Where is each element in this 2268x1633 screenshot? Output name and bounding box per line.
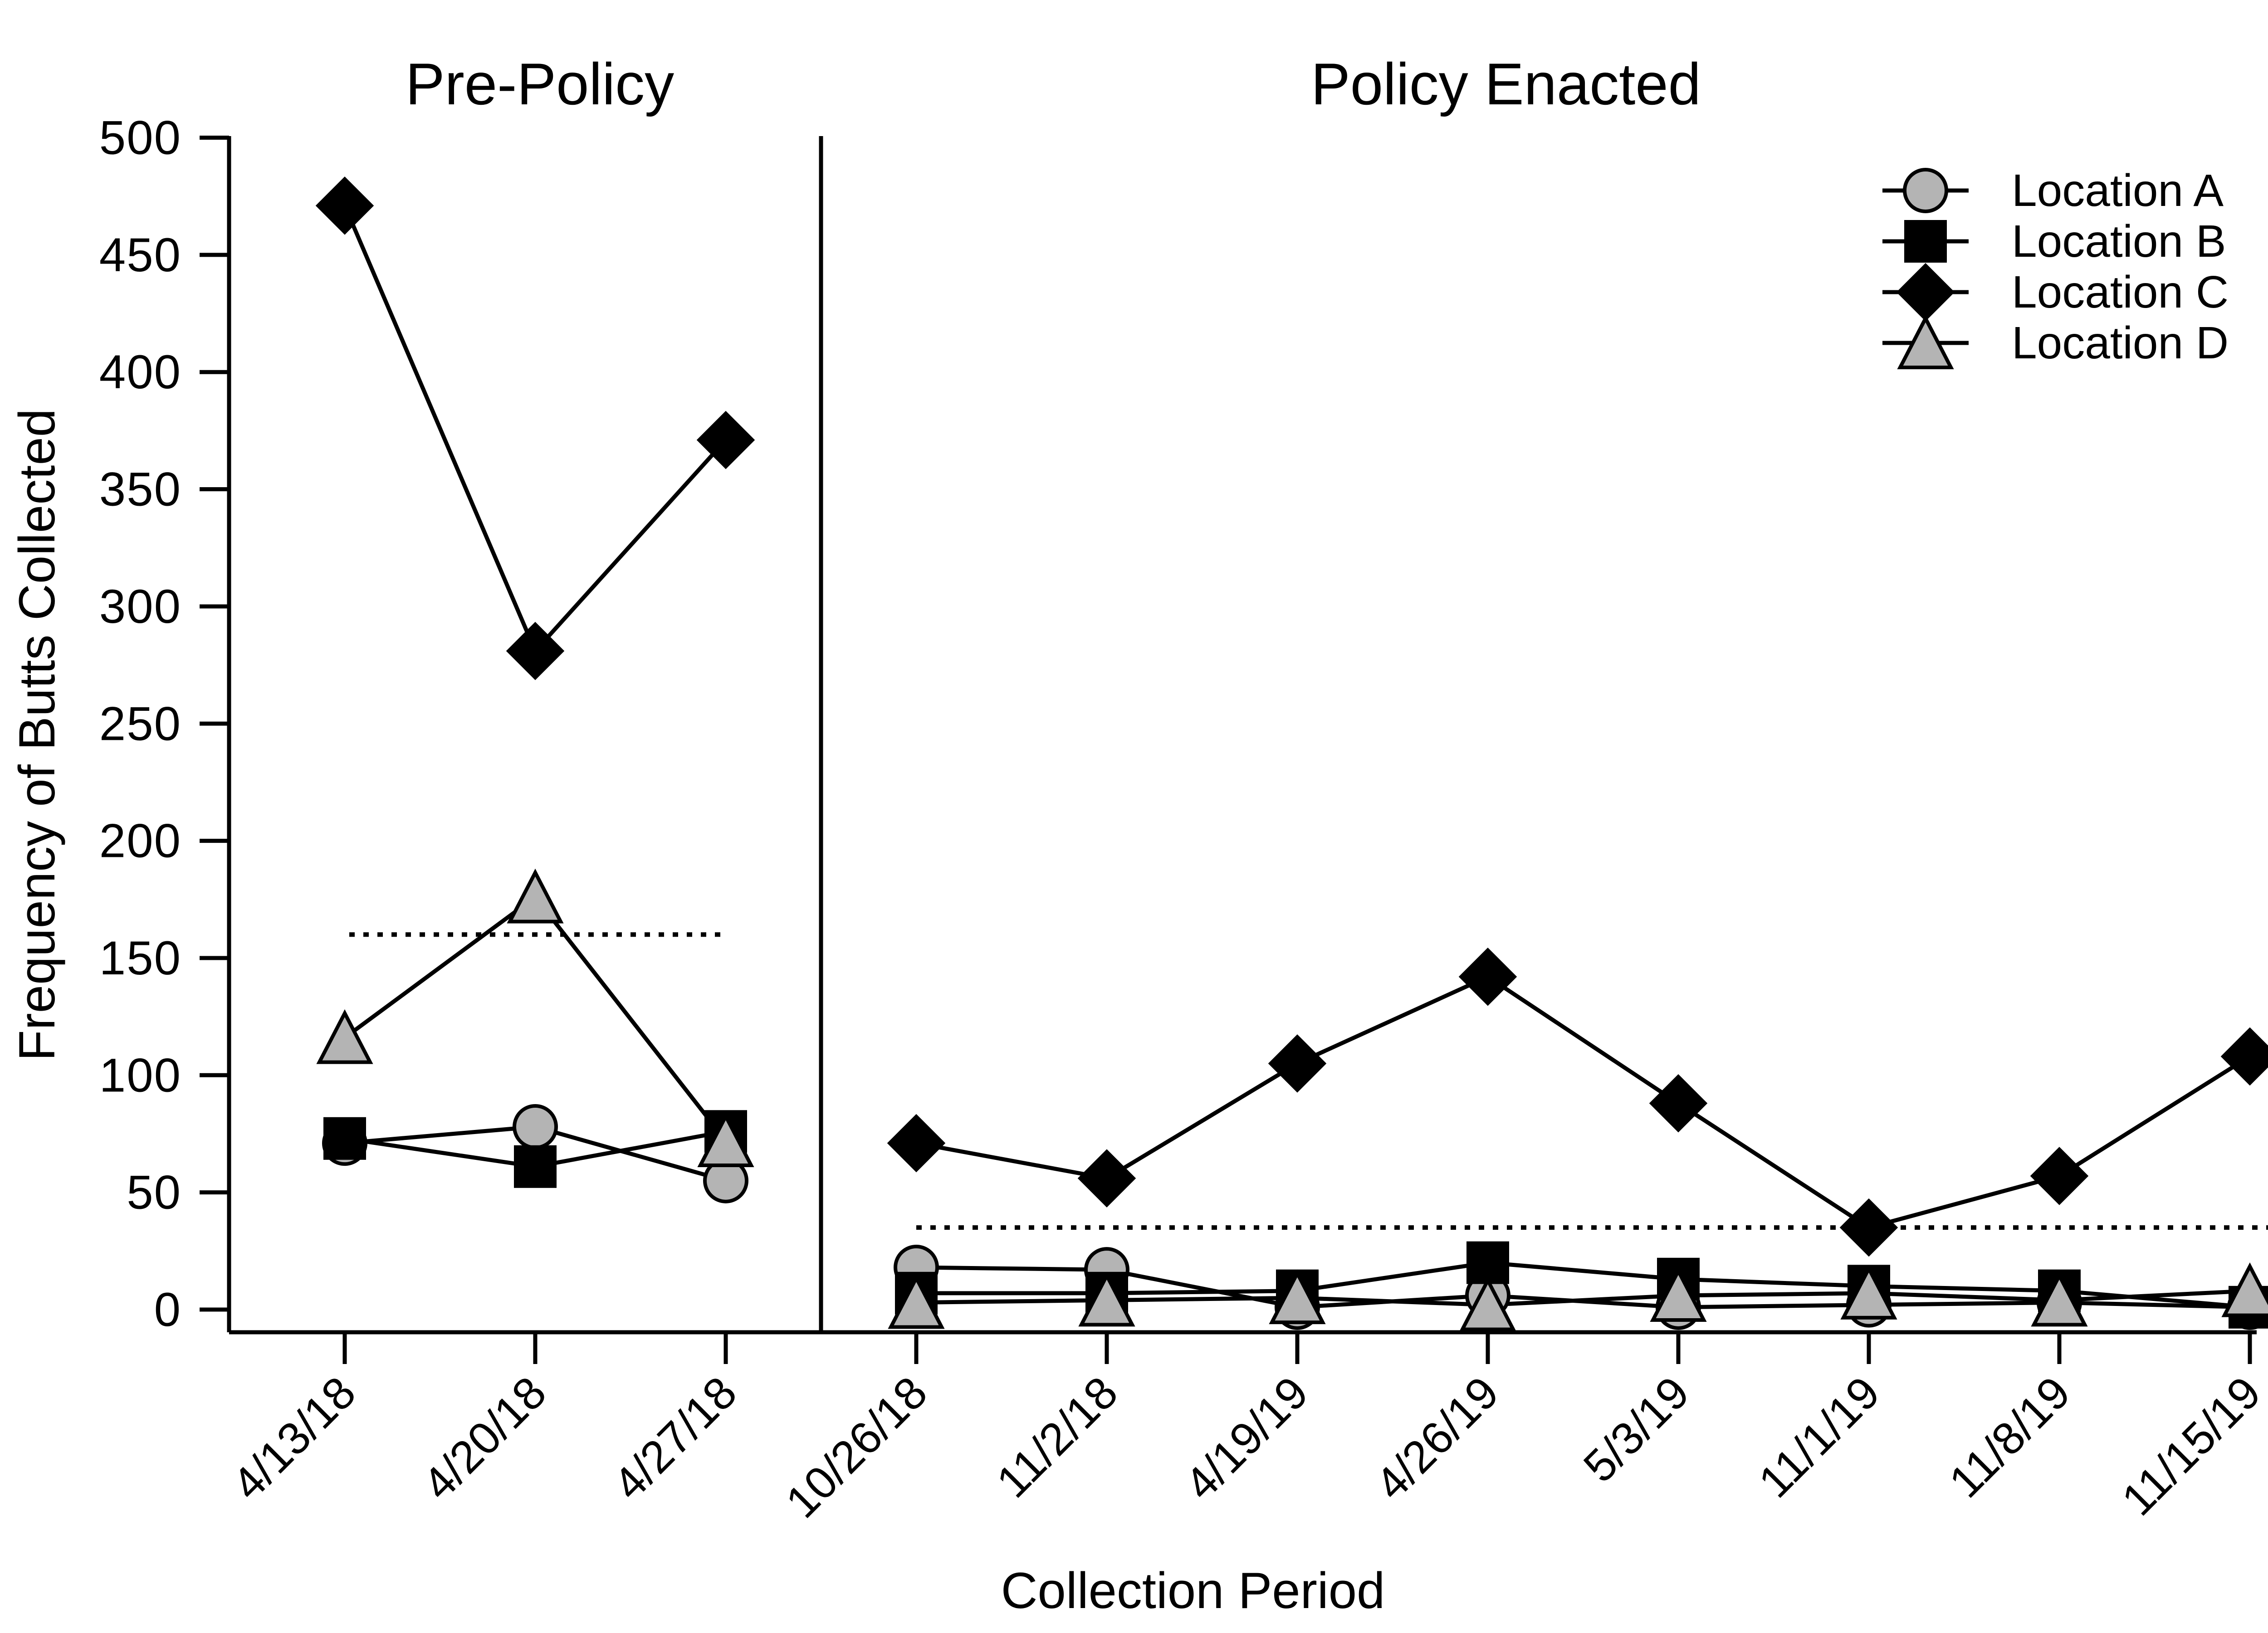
y-tick-label: 450 (99, 229, 181, 282)
legend-square-icon (1904, 220, 1947, 263)
y-tick-label: 500 (99, 112, 181, 165)
y-tick-label: 300 (99, 580, 181, 633)
x-tick-label: 4/13/18 (222, 1367, 365, 1510)
x-tick-label: 5/3/19 (1574, 1367, 1699, 1492)
series-line-policy-location-c (916, 974, 2251, 1230)
diamond-marker-location-c (696, 411, 755, 469)
section-title-policy-enacted: Policy Enacted (1311, 51, 1701, 117)
x-tick-label: 11/15/19 (2112, 1367, 2268, 1525)
legend-label: Location A (2012, 165, 2224, 216)
x-tick-label: 4/27/18 (603, 1367, 746, 1510)
triangle-marker-location-d (2031, 1271, 2088, 1327)
legend-triangle-icon (1897, 314, 1954, 369)
x-tick-label: 4/19/19 (1175, 1367, 1318, 1510)
x-tick-label: 4/26/19 (1365, 1367, 1508, 1510)
triangle-marker-location-d (1078, 1271, 1135, 1327)
y-tick-label: 100 (99, 1049, 181, 1102)
square-marker-location-b (1466, 1241, 1509, 1284)
diamond-marker-location-c (2030, 1147, 2089, 1205)
triangle-marker-location-d (316, 1009, 373, 1064)
diamond-marker-location-c (1649, 1074, 1708, 1133)
x-tick-label: 4/20/18 (413, 1367, 556, 1510)
triangle-marker-location-d (2221, 1262, 2268, 1317)
triangle-marker-location-d (1840, 1265, 1897, 1320)
series-line-policy-location-b (916, 1261, 2250, 1310)
triangle-marker-location-d (1459, 1276, 1516, 1331)
y-tick-label: 150 (99, 932, 181, 985)
y-axis-title: Frequency of Butts Collected (9, 409, 65, 1061)
diamond-marker-location-c (887, 1114, 946, 1173)
diamond-marker-location-c (2220, 1027, 2268, 1086)
triangle-marker-location-d (697, 1112, 754, 1167)
diamond-marker-location-c (1077, 1149, 1136, 1208)
diamond-marker-location-c (315, 176, 374, 235)
y-tick-label: 0 (154, 1283, 181, 1336)
legend-circle-icon (1903, 168, 1948, 213)
diamond-marker-location-c (506, 621, 565, 680)
y-tick-label: 400 (99, 346, 181, 399)
legend-label: Location B (2012, 216, 2226, 267)
square-marker-location-b (323, 1117, 366, 1160)
legend-label: Location C (2012, 267, 2229, 318)
diamond-marker-location-c (1839, 1198, 1898, 1257)
legend-diamond-icon (1896, 263, 1955, 322)
triangle-marker-location-d (1269, 1269, 1326, 1325)
x-tick-label: 11/1/19 (1749, 1367, 1890, 1507)
triangle-marker-location-d (1650, 1267, 1707, 1322)
y-tick-label: 350 (99, 463, 181, 516)
diamond-marker-location-c (1268, 1034, 1327, 1093)
section-title-pre-policy: Pre-Policy (406, 51, 674, 117)
square-marker-location-b (514, 1145, 557, 1188)
x-tick-label: 11/2/18 (987, 1367, 1128, 1507)
y-tick-label: 50 (127, 1166, 181, 1219)
x-tick-label: 11/8/19 (1940, 1367, 2080, 1507)
circle-marker-location-a (513, 1104, 558, 1149)
triangle-marker-location-d (507, 868, 564, 924)
y-tick-label: 200 (99, 815, 181, 868)
legend-label: Location D (2012, 318, 2229, 368)
x-axis-title: Collection Period (1001, 1562, 1385, 1619)
y-tick-label: 250 (99, 697, 181, 750)
series-line-policy-location-d (916, 1289, 2250, 1307)
series-line-pre-location-c (342, 205, 728, 653)
diamond-marker-location-c (1458, 948, 1517, 1006)
triangle-marker-location-d (888, 1274, 945, 1329)
x-tick-label: 10/26/18 (776, 1367, 937, 1527)
